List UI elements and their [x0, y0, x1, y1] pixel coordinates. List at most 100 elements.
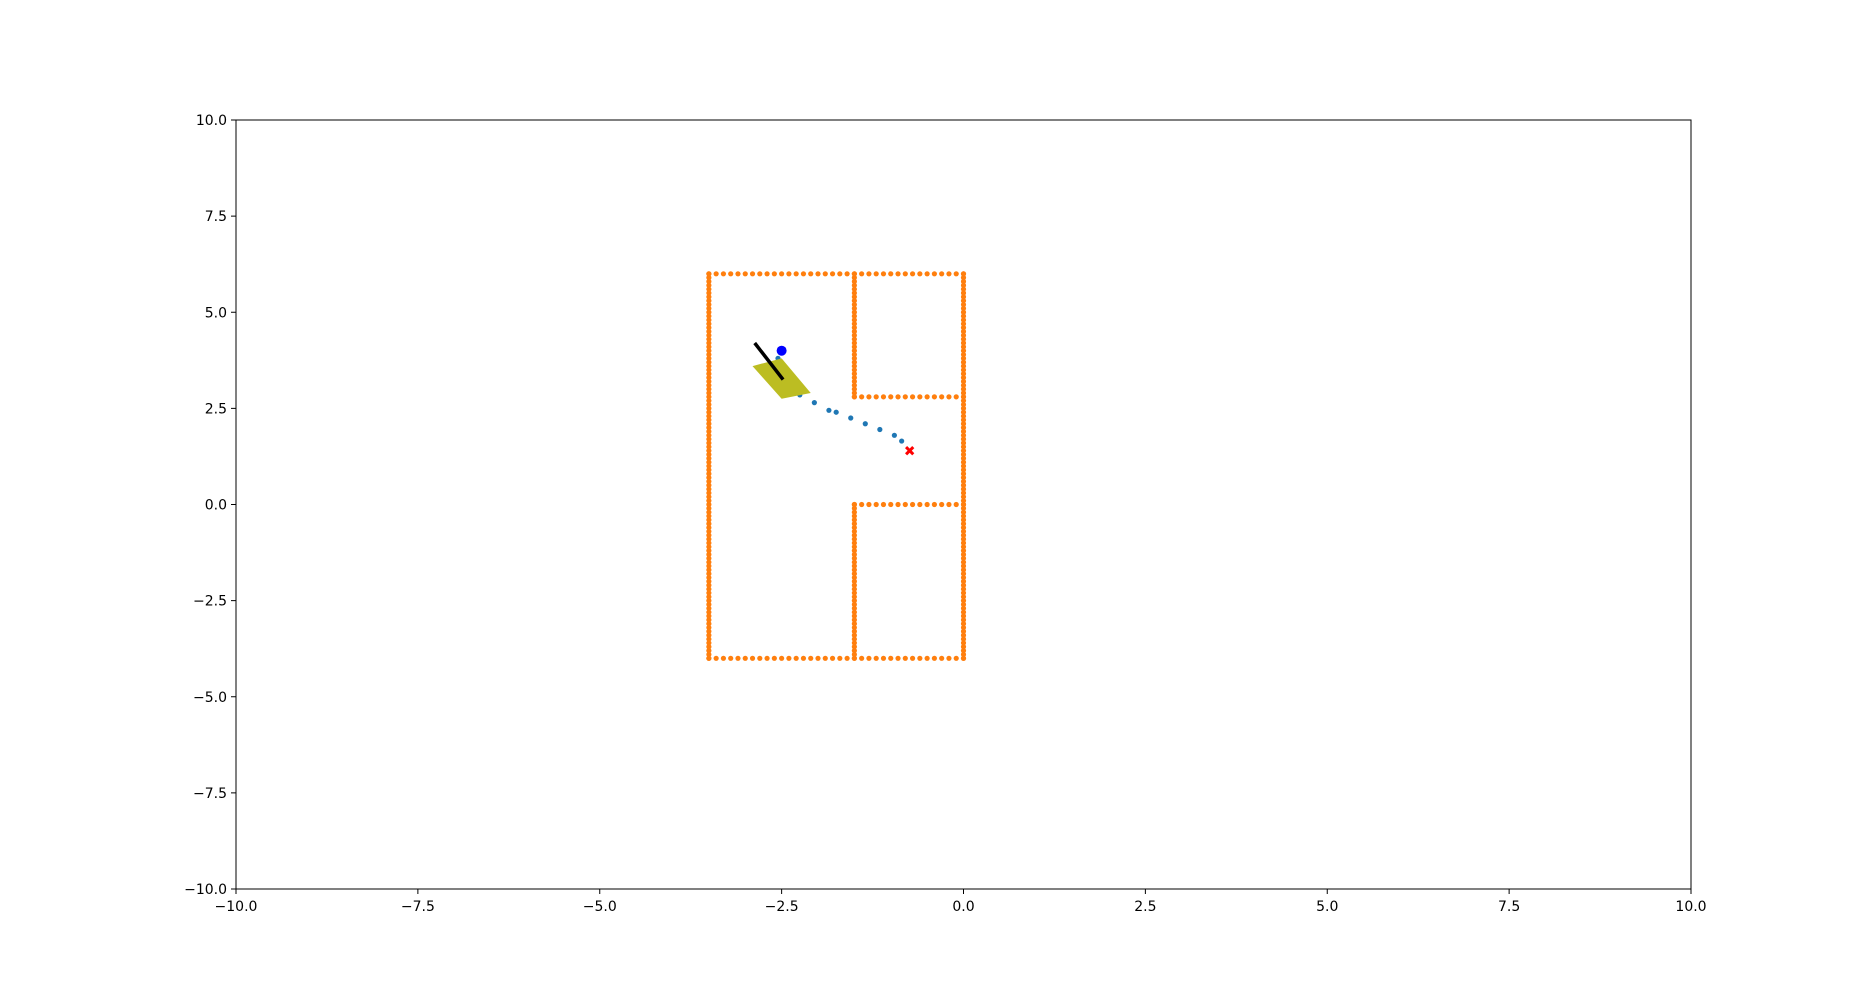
wall-point	[706, 571, 712, 577]
wall-point	[764, 655, 770, 661]
wall-point	[851, 328, 857, 335]
wall-point	[960, 336, 967, 342]
wall-point	[851, 286, 857, 292]
wall-point	[851, 336, 857, 342]
wall-point	[706, 521, 712, 527]
wall-point	[851, 594, 857, 600]
wall-point	[960, 275, 967, 281]
wall-point	[960, 421, 967, 427]
robot-layer	[752, 341, 811, 399]
wall-point	[757, 655, 763, 661]
wall-point	[851, 517, 857, 523]
wall-point	[851, 344, 857, 350]
wall-point	[851, 532, 857, 538]
path-point	[891, 432, 897, 438]
wall-point	[851, 648, 857, 654]
wall-point	[895, 501, 901, 508]
wall-point	[960, 548, 967, 554]
wall-point	[960, 294, 967, 300]
wall-point	[815, 271, 821, 277]
wall-point	[851, 640, 857, 646]
wall-point	[706, 617, 712, 623]
wall-point	[706, 574, 712, 581]
wall-point	[706, 544, 712, 550]
wall-point	[851, 386, 857, 392]
wall-point	[779, 655, 785, 661]
y-tick-label: −7.5	[193, 786, 227, 802]
wall-point	[779, 271, 785, 277]
wall-point	[960, 544, 967, 550]
wall-point	[873, 655, 879, 661]
wall-point	[851, 325, 857, 331]
wall-point	[960, 321, 967, 327]
wall-point	[706, 290, 712, 296]
wall-point	[960, 463, 967, 469]
wall-point	[851, 544, 857, 550]
wall-point	[960, 417, 967, 423]
wall-point	[960, 332, 967, 338]
path-point	[862, 421, 868, 427]
wall-point	[851, 348, 857, 354]
wall-point	[939, 501, 945, 508]
wall-point	[706, 425, 712, 431]
wall-point	[859, 501, 865, 508]
wall-point	[924, 394, 930, 400]
wall-point	[946, 655, 952, 661]
wall-point	[880, 271, 887, 277]
wall-point	[706, 632, 712, 638]
wall-point	[917, 271, 923, 277]
wall-point	[851, 378, 857, 385]
wall-point	[837, 271, 843, 277]
wall-point	[706, 440, 712, 446]
wall-point	[706, 555, 712, 561]
wall-point	[706, 478, 712, 485]
wall-point	[706, 590, 712, 596]
wall-point	[902, 655, 908, 661]
wall-point	[851, 305, 857, 312]
wall-point	[960, 298, 967, 304]
wall-point	[960, 574, 967, 581]
wall-point	[713, 655, 719, 661]
wall-point	[706, 275, 712, 281]
wall-point	[851, 509, 857, 515]
wall-point	[706, 551, 712, 558]
wall-point	[851, 563, 857, 569]
wall-point	[909, 394, 916, 400]
wall-point	[808, 655, 814, 661]
y-tick-label: 7.5	[205, 209, 227, 225]
wall-point	[706, 359, 712, 365]
wall-point	[873, 394, 879, 400]
wall-point	[851, 524, 857, 531]
wall-point	[859, 271, 865, 277]
x-tick-label: −10.0	[215, 899, 258, 915]
wall-point	[851, 621, 857, 627]
wall-point	[851, 290, 857, 296]
goal-marker	[905, 446, 915, 456]
wall-point	[960, 490, 967, 496]
wall-point	[866, 394, 872, 400]
wall-point	[706, 471, 712, 477]
wall-point	[851, 617, 857, 623]
wall-point	[866, 655, 872, 661]
robot-heading-line	[753, 341, 785, 381]
path-point	[811, 400, 817, 406]
wall-point	[706, 328, 712, 335]
wall-point	[960, 382, 967, 388]
wall-point	[960, 425, 967, 431]
wall-point	[960, 524, 967, 531]
wall-point	[706, 340, 712, 346]
wall-point	[706, 355, 712, 361]
wall-point	[829, 271, 836, 277]
wall-point	[939, 394, 945, 400]
wall-point	[931, 655, 938, 661]
wall-point	[960, 313, 967, 319]
wall-point	[960, 501, 967, 508]
x-tick-label: −7.5	[401, 899, 435, 915]
wall-point	[706, 644, 712, 650]
path-point	[848, 415, 854, 421]
wall-point	[706, 436, 712, 442]
wall-point	[706, 651, 712, 658]
wall-point	[960, 309, 967, 315]
wall-point	[851, 390, 857, 396]
wall-point	[706, 413, 712, 419]
